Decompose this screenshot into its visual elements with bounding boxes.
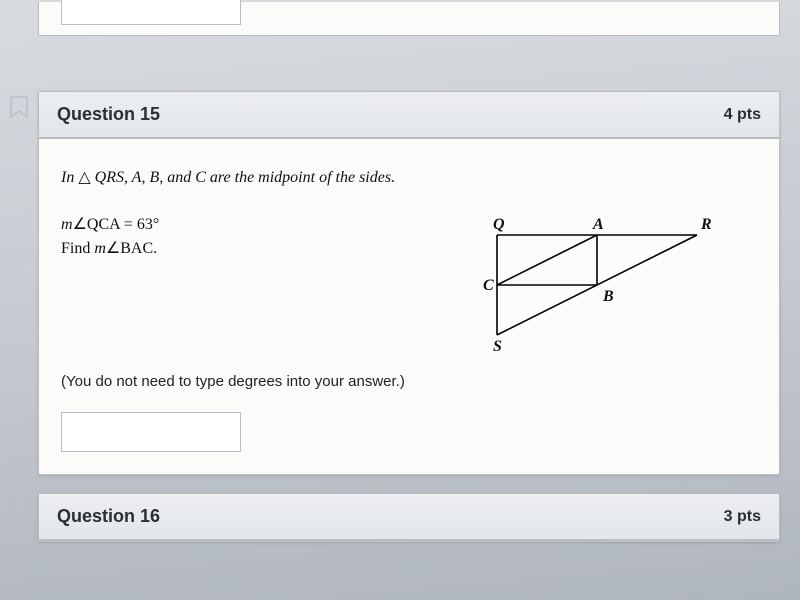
question-title: Question 16	[57, 506, 160, 527]
svg-text:C: C	[483, 277, 494, 294]
angle-symbol-2: ∠	[106, 240, 120, 257]
svg-text:R: R	[700, 216, 712, 233]
svg-text:A: A	[592, 216, 604, 233]
question-16-card: Question 16 3 pts	[38, 493, 780, 542]
bookmark-icon[interactable]	[8, 497, 30, 523]
question-points: 4 pts	[724, 106, 761, 124]
svg-text:S: S	[493, 338, 502, 355]
prompt-prefix: In	[61, 169, 78, 186]
previous-question-tail	[38, 2, 780, 36]
question-15-wrapper: Question 15 4 pts In △ QRS, A, B, and C …	[8, 91, 780, 475]
prompt-rest: QRS, A, B, and C are the midpoint of the…	[91, 169, 395, 186]
question-points: 3 pts	[724, 508, 761, 526]
g1b: QCA = 63°	[87, 216, 159, 233]
question-16-wrapper: Question 16 3 pts	[8, 493, 780, 542]
answer-input[interactable]	[61, 412, 241, 452]
g2a: Find	[61, 240, 94, 257]
angle-symbol: ∠	[73, 216, 87, 233]
prev-answer-input[interactable]	[61, 0, 241, 25]
answer-note: (You do not need to type degrees into yo…	[61, 373, 757, 390]
question-prompt: In △ QRS, A, B, and C are the midpoint o…	[61, 167, 757, 187]
g1a: m	[61, 216, 73, 233]
given-info: m∠QCA = 63° Find m∠BAC.	[61, 213, 159, 261]
question-header: Question 15 4 pts	[39, 92, 779, 139]
g2b: BAC.	[120, 240, 157, 257]
question-header: Question 16 3 pts	[39, 494, 779, 541]
g2m: m	[94, 240, 106, 257]
question-body: In △ QRS, A, B, and C are the midpoint o…	[39, 139, 779, 474]
svg-text:B: B	[602, 288, 614, 305]
svg-text:Q: Q	[493, 216, 505, 233]
triangle-symbol: △	[78, 169, 90, 186]
bookmark-icon[interactable]	[8, 95, 30, 121]
question-15-card: Question 15 4 pts In △ QRS, A, B, and C …	[38, 91, 780, 475]
question-title: Question 15	[57, 104, 160, 125]
triangle-diagram: Q A R C B S	[467, 213, 727, 363]
